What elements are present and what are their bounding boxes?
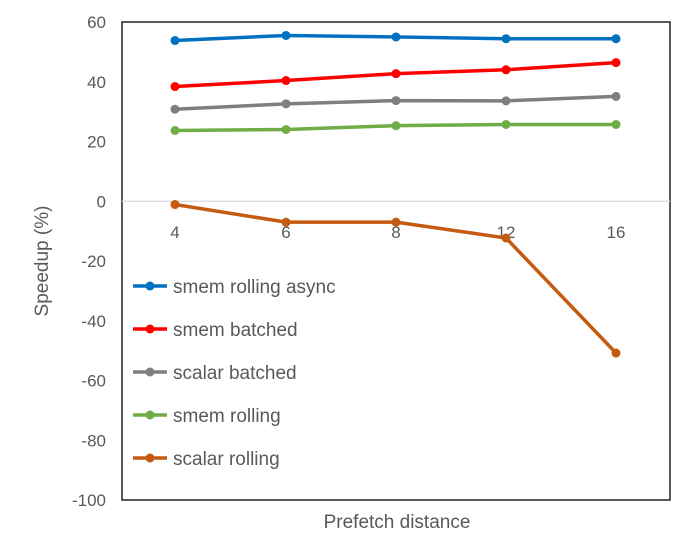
data-point [281,125,291,135]
x-tick-label: 16 [607,223,626,242]
legend-item: smem rolling [133,406,281,427]
series-smem-rolling-async [170,30,621,46]
data-point [281,217,291,227]
data-point [170,125,180,135]
legend-item: smem batched [133,320,298,341]
y-tick-label: 40 [87,73,106,92]
legend-label: smem rolling async [173,277,336,298]
data-point [391,96,401,106]
legend-marker [145,281,155,291]
data-point [170,36,180,46]
legend-label: smem batched [173,320,298,341]
data-point [501,65,511,75]
y-axis-title: Speedup (%) [32,206,53,317]
data-point [391,32,401,42]
legend-label: scalar rolling [173,449,280,470]
data-point [611,119,621,129]
series-scalar-batched [170,91,621,114]
plot-frame [121,21,671,501]
y-tick-label: -100 [72,491,106,510]
data-point [501,96,511,106]
y-tick-label: -60 [81,372,106,391]
y-tick-label: 60 [87,13,106,32]
data-point [501,119,511,129]
data-point [281,76,291,86]
legend-marker [145,453,155,463]
legend-item: scalar batched [133,363,297,384]
x-tick-label: 8 [391,223,400,242]
y-tick-label: 20 [87,133,106,152]
legend-marker [145,410,155,420]
x-tick-label: 4 [170,223,179,242]
data-point [611,34,621,44]
y-tick-label: 0 [97,192,106,211]
data-point [611,91,621,101]
series-smem-rolling [170,119,621,135]
data-point [611,58,621,68]
data-point [170,200,180,210]
legend-marker [145,324,155,334]
data-point [501,34,511,44]
data-point [391,217,401,227]
legend-label: smem rolling [173,406,281,427]
data-point [281,30,291,40]
legend-label: scalar batched [173,363,297,384]
data-point [391,121,401,131]
data-point [281,99,291,109]
legend-item: smem rolling async [133,277,336,298]
legend-marker [145,367,155,377]
y-tick-label: -20 [81,252,106,271]
legend-item: scalar rolling [133,449,280,470]
y-tick-label: -40 [81,312,106,331]
data-point [391,69,401,79]
data-point [501,233,511,243]
x-tick-label: 6 [281,223,290,242]
y-tick-label: -80 [81,431,106,450]
data-point [170,82,180,92]
series-scalar-rolling [170,200,621,358]
series-smem-batched [170,58,621,92]
data-point [611,348,621,358]
x-axis-title: Prefetch distance [324,512,471,533]
data-point [170,104,180,114]
